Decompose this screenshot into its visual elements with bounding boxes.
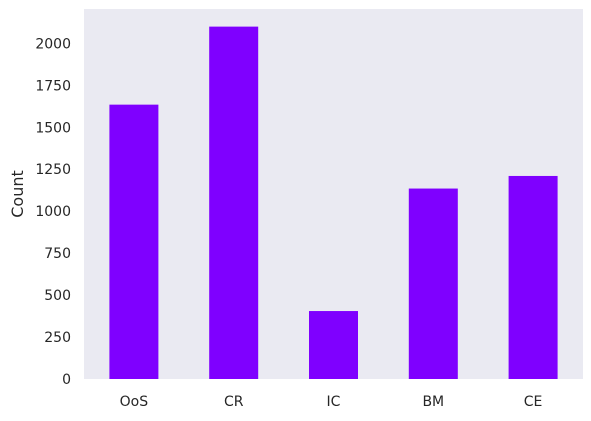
x-tick-label: CE — [524, 394, 543, 410]
y-tick-label: 250 — [44, 330, 71, 346]
y-tick-label: 1000 — [35, 204, 71, 220]
bar-bm — [408, 188, 458, 379]
y-axis-label: Count — [8, 170, 27, 218]
bar-cr — [209, 26, 259, 379]
bar-ce — [508, 175, 558, 379]
y-tick-label: 1250 — [35, 162, 71, 178]
y-tick-label: 1500 — [35, 120, 71, 136]
x-axis-ticks: OoS CR IC BM CE — [120, 394, 543, 410]
bar-oos — [109, 104, 159, 380]
y-tick-label: 0 — [62, 372, 71, 388]
y-tick-label: 1750 — [35, 78, 71, 94]
bars-group — [109, 26, 558, 380]
bar-ic — [309, 311, 358, 379]
x-tick-label: OoS — [120, 394, 149, 410]
x-tick-label: CR — [224, 394, 244, 410]
y-axis-ticks: 0 250 500 750 1000 1250 1500 1750 2000 — [35, 36, 71, 388]
y-tick-label: 2000 — [35, 36, 71, 52]
x-tick-label: BM — [422, 394, 444, 410]
y-tick-label: 750 — [44, 246, 71, 262]
y-tick-label: 500 — [44, 288, 71, 304]
x-tick-label: IC — [327, 394, 341, 410]
